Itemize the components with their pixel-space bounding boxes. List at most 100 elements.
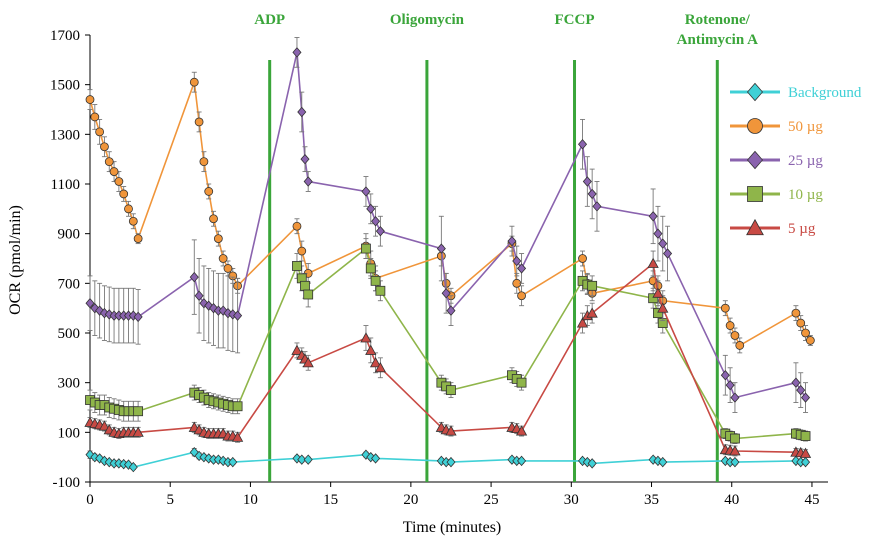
y-tick-label: 1300 xyxy=(50,127,80,143)
series-10-g xyxy=(85,238,811,444)
data-point xyxy=(194,290,204,301)
data-point xyxy=(517,291,526,301)
data-point xyxy=(231,431,244,442)
data-point xyxy=(587,458,597,469)
legend-label: 5 µg xyxy=(788,221,816,237)
data-point xyxy=(657,302,669,313)
data-point xyxy=(517,455,527,467)
data-point xyxy=(586,307,598,318)
data-point xyxy=(791,308,801,318)
data-point xyxy=(297,106,307,118)
data-point xyxy=(507,454,517,465)
data-point xyxy=(360,332,372,343)
y-tick-label: 300 xyxy=(58,376,81,392)
data-point xyxy=(369,357,382,368)
legend: Background 50 µg 25 µg 10 µg 5 µg xyxy=(730,82,862,237)
data-point xyxy=(292,47,302,58)
data-point xyxy=(209,302,219,314)
data-point xyxy=(292,221,302,231)
data-point xyxy=(587,188,597,200)
data-point xyxy=(189,77,199,87)
data-point xyxy=(801,328,810,338)
injection-markers: ADP Oligomycin FCCP Rotenone/Antimycin A xyxy=(254,12,758,482)
data-point xyxy=(578,139,588,150)
data-point xyxy=(371,453,381,464)
data-point xyxy=(85,449,95,460)
axes: -100 100 300 500 700 900 1100 1300 1500 1700 0 5 10 1… xyxy=(50,28,828,508)
legend-marker xyxy=(746,82,764,102)
data-point xyxy=(209,214,218,224)
data-point xyxy=(720,370,730,381)
y-tick-label: 1100 xyxy=(51,177,80,193)
data-point xyxy=(445,425,457,436)
legend-label: 25 µg xyxy=(788,153,823,169)
data-point xyxy=(99,307,109,319)
data-point xyxy=(85,297,95,309)
data-point xyxy=(730,331,740,340)
data-point xyxy=(371,216,381,227)
data-point xyxy=(730,433,740,444)
data-point xyxy=(800,431,811,441)
injection-label: Rotenone/ xyxy=(685,12,751,28)
data-point xyxy=(365,263,376,274)
data-point xyxy=(90,451,100,463)
series-background xyxy=(85,446,811,473)
data-point xyxy=(223,307,233,319)
data-point xyxy=(735,341,745,350)
data-point xyxy=(587,280,598,291)
data-point xyxy=(582,456,592,468)
data-point xyxy=(303,289,314,300)
x-tick-label: 25 xyxy=(484,492,499,508)
data-point xyxy=(375,225,385,237)
data-point xyxy=(109,167,119,176)
legend-marker xyxy=(747,186,763,202)
data-point xyxy=(100,142,109,152)
legend-marker xyxy=(746,150,764,170)
data-point xyxy=(228,456,238,468)
data-point xyxy=(516,377,527,388)
data-point xyxy=(361,449,371,460)
y-tick-label: 1500 xyxy=(50,78,80,94)
x-tick-label: 15 xyxy=(323,492,338,508)
data-point xyxy=(799,447,812,458)
data-point xyxy=(366,203,376,215)
legend-label: Background xyxy=(788,85,862,101)
data-point xyxy=(297,454,307,465)
data-point xyxy=(663,248,673,259)
legend-label: 10 µg xyxy=(788,187,823,203)
series-25-g xyxy=(85,37,811,413)
y-tick-label: -100 xyxy=(53,475,81,491)
data-point xyxy=(796,318,806,328)
data-point xyxy=(204,187,214,196)
data-point xyxy=(441,288,451,299)
series-50-g xyxy=(85,71,815,354)
data-point xyxy=(218,254,228,263)
data-point xyxy=(194,117,204,127)
series-5-g xyxy=(84,250,812,458)
data-point xyxy=(375,285,386,296)
x-tick-label: 20 xyxy=(403,492,418,508)
data-point xyxy=(189,271,199,283)
data-point xyxy=(133,311,143,323)
data-point xyxy=(199,451,209,463)
data-point xyxy=(725,321,735,330)
data-point xyxy=(361,186,371,197)
data-point xyxy=(730,392,740,403)
data-point xyxy=(725,379,735,391)
data-point xyxy=(204,300,214,311)
data-point xyxy=(801,456,811,468)
data-point xyxy=(446,305,456,316)
data-point xyxy=(114,177,124,186)
data-point xyxy=(303,176,313,187)
x-tick-label: 0 xyxy=(86,492,94,508)
x-tick-label: 5 xyxy=(166,492,174,508)
y-tick-label: 1700 xyxy=(50,28,80,44)
data-point xyxy=(361,243,371,254)
data-point xyxy=(446,456,456,468)
y-tick-label: 900 xyxy=(58,227,81,243)
x-tick-label: 40 xyxy=(724,492,739,508)
data-point xyxy=(507,235,517,247)
legend-marker xyxy=(747,118,763,134)
legend-marker xyxy=(746,218,764,236)
